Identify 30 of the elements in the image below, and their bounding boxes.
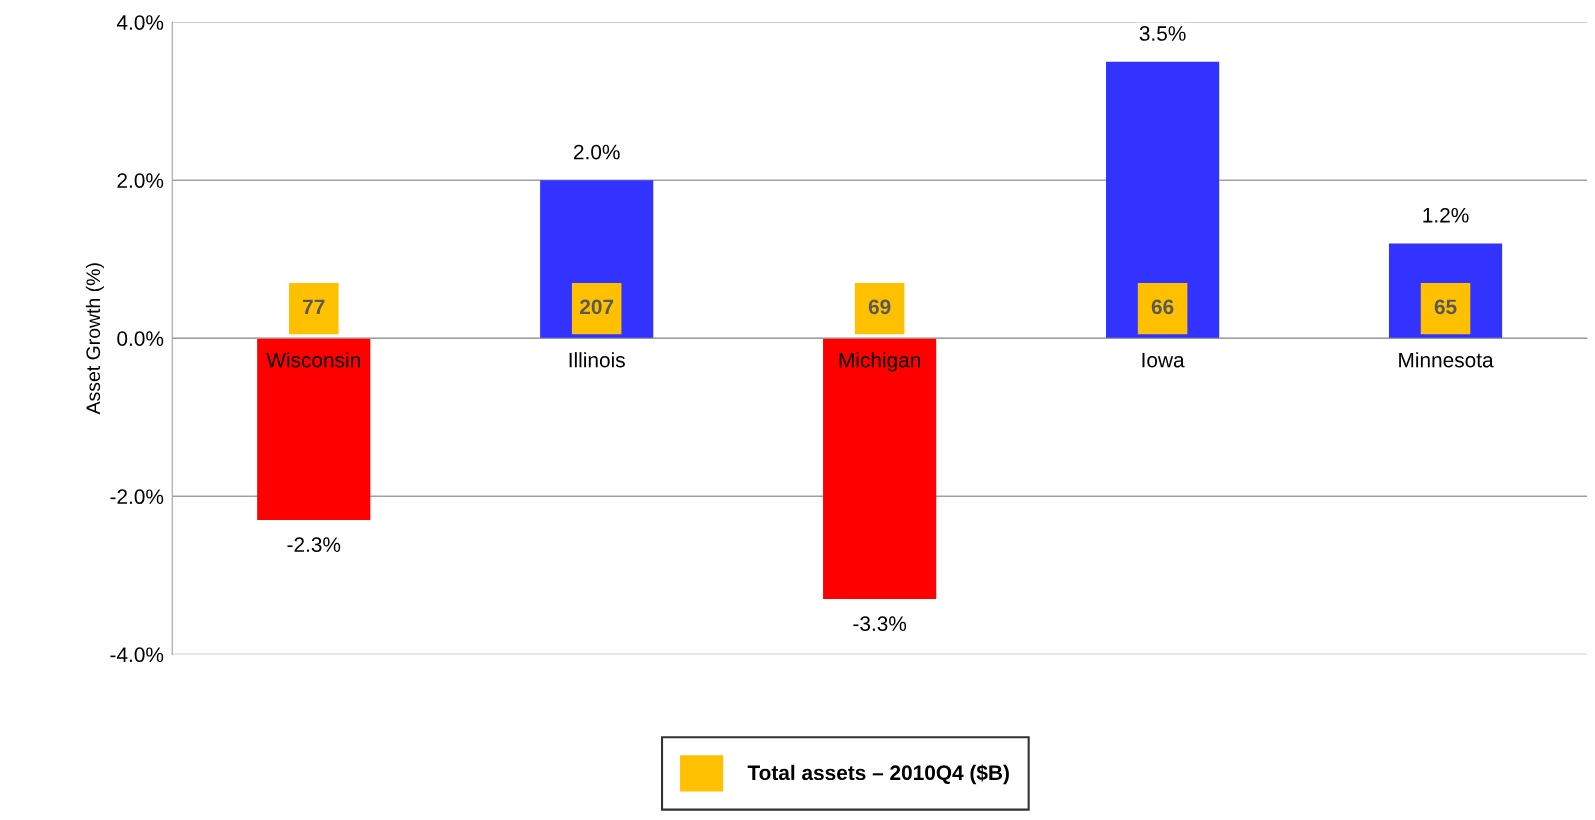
x-tick-label: Minnesota — [1399, 352, 1494, 368]
annotation: 66 — [1151, 299, 1174, 315]
y-tick-label: 0.0% — [117, 331, 164, 346]
x-tick-label: Illinois — [569, 352, 625, 368]
data-label: -3.3% — [853, 616, 907, 632]
y-axis-title: Asset Growth (%) — [85, 263, 104, 415]
x-tick-label: Wisconsin — [266, 352, 360, 368]
data-label: -2.3% — [287, 537, 341, 552]
y-tick-label: 4.0% — [116, 15, 164, 30]
annotation: 69 — [868, 299, 891, 315]
bar — [288, 282, 339, 335]
data-label: 3.5% — [1139, 26, 1186, 41]
bar — [823, 338, 937, 600]
bar — [854, 282, 905, 335]
data-label: 1.2% — [1423, 207, 1469, 223]
data-label: 2.0% — [574, 144, 620, 160]
legend-label: Total assets – 2010Q4 ($B) — [747, 764, 1009, 785]
bar — [257, 338, 371, 521]
y-tick-label: -2.0% — [110, 489, 164, 505]
bar — [1106, 61, 1220, 339]
annotation: 77 — [303, 299, 325, 314]
x-tick-label: Iowa — [1142, 352, 1185, 368]
y-tick-label: -4.0% — [110, 647, 164, 663]
bar — [571, 282, 622, 335]
y-tick-label: 2.0% — [117, 173, 164, 188]
annotation: 207 — [580, 299, 614, 315]
bar — [1420, 282, 1471, 335]
x-tick-label: Michigan — [839, 352, 920, 372]
annotation: 65 — [1434, 299, 1457, 315]
bar — [1137, 282, 1188, 335]
